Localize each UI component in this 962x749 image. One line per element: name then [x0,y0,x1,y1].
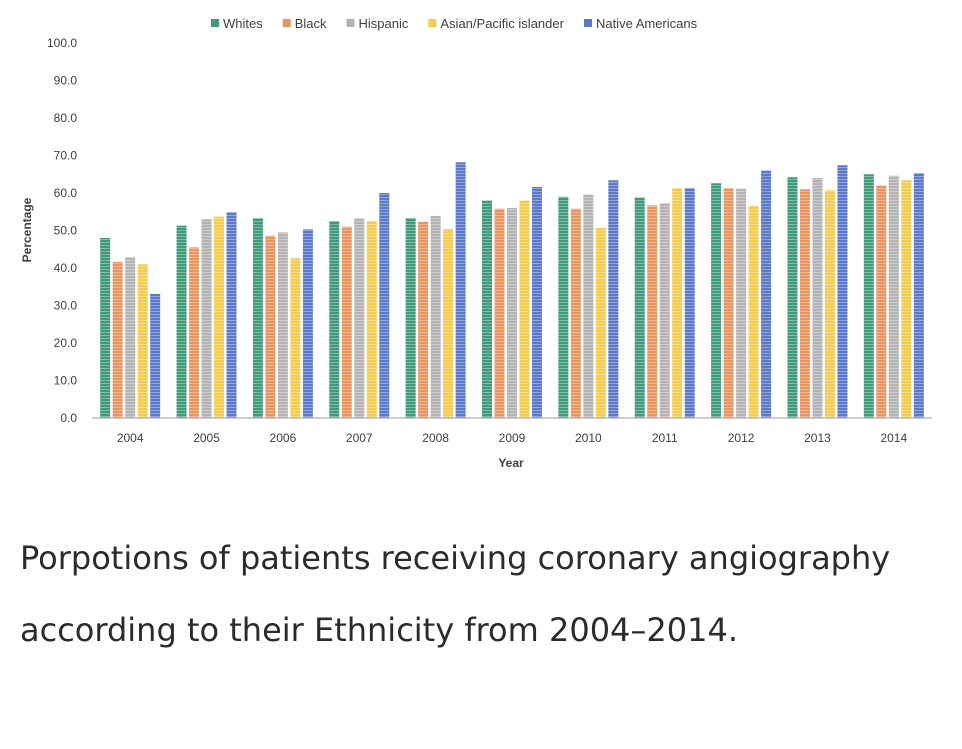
y-tick-label: 20.0 [54,336,78,350]
bar-hispanic-2010 [583,194,594,418]
bar-black-2011 [647,205,658,418]
chart-figure: Whites Black Hispanic Asian/Pacific islande… [20,16,932,470]
legend-swatch-whites [211,19,219,27]
bar-native-americans-2008 [455,162,466,418]
y-tick-label: 60.0 [54,186,78,200]
x-tick-label: 2010 [575,431,602,445]
bar-black-2010 [570,208,581,418]
legend-swatch-native-americans [583,19,592,27]
bar-whites-2004 [100,238,111,418]
bar-black-2012 [723,188,734,418]
bar-whites-2008 [405,218,416,418]
bar-black-2004 [112,262,123,418]
x-tick-label: 2004 [117,431,144,445]
bar-asian-pacific-islander-2004 [137,264,148,418]
bar-native-americans-2004 [150,293,161,418]
bar-asian-pacific-islander-2013 [824,190,835,418]
legend-swatch-hispanic [346,19,355,27]
legend-label-whites: Whites [223,16,263,31]
bar-whites-2012 [711,183,722,418]
bar-native-americans-2010 [608,180,619,418]
bar-asian-pacific-islander-2007 [366,221,377,418]
y-tick-label: 10.0 [54,374,78,388]
bar-black-2009 [494,208,505,418]
bar-asian-pacific-islander-2011 [672,188,683,418]
x-tick-label: 2012 [728,431,755,445]
legend-label-native-americans: Native Americans [596,16,698,31]
bar-whites-2014 [863,174,874,418]
x-tick-label: 2005 [193,431,220,445]
bar-hispanic-2004 [125,257,136,418]
bar-black-2005 [189,247,200,418]
bar-native-americans-2006 [302,229,313,418]
bar-asian-pacific-islander-2010 [595,227,606,418]
bar-native-americans-2007 [379,193,390,418]
bar-native-americans-2014 [913,173,924,418]
bar-asian-pacific-islander-2009 [519,200,530,418]
bar-whites-2007 [329,221,340,418]
x-tick-label: 2013 [804,431,831,445]
bar-black-2007 [341,226,352,418]
y-tick-label: 90.0 [54,74,78,88]
bar-native-americans-2012 [761,170,772,418]
y-tick-label: 100.0 [47,36,77,50]
x-tick-label: 2014 [880,431,907,445]
bar-whites-2013 [787,177,798,418]
y-axis: 0.0 10.0 20.0 30.0 40.0 50.0 60.0 70.0 80.0 90.0 1… [47,36,77,425]
y-tick-label: 80.0 [54,111,78,125]
bar-asian-pacific-islander-2012 [748,205,759,418]
legend-swatch-asian-pacific-islander [428,19,437,27]
bar-hispanic-2005 [201,219,212,418]
y-tick-label: 30.0 [54,299,78,313]
bar-hispanic-2013 [812,178,823,418]
bars [100,162,924,418]
x-tick-label: 2011 [652,431,678,445]
x-axis-title: Year [498,456,524,470]
legend-label-black: Black [295,16,327,31]
bar-native-americans-2009 [532,187,542,418]
bar-black-2006 [265,235,276,418]
bar-hispanic-2012 [736,188,747,418]
x-axis: 2004 2005 2006 2007 2008 2009 2010 2011 2012 2013… [92,417,932,445]
bar-black-2008 [418,221,429,418]
bar-asian-pacific-islander-2005 [214,216,225,418]
bar-native-americans-2005 [226,212,237,418]
figure-caption: Porpotions of patients receiving coronar… [20,539,891,649]
bar-whites-2009 [482,200,492,418]
x-tick-label: 2009 [499,431,526,445]
bar-black-2014 [876,185,887,418]
bar-hispanic-2009 [507,208,517,418]
bar-hispanic-2008 [430,215,441,418]
bar-asian-pacific-islander-2006 [290,258,301,418]
bar-hispanic-2014 [888,175,899,418]
bar-whites-2011 [634,197,645,418]
bar-native-americans-2013 [837,165,848,418]
y-tick-label: 0.0 [60,411,77,425]
y-tick-label: 40.0 [54,261,78,275]
bar-chart: Whites Black Hispanic Asian/Pacific islande… [20,16,932,470]
legend-swatch-black [282,19,291,27]
bar-asian-pacific-islander-2008 [443,229,454,418]
x-tick-label: 2006 [270,431,297,445]
x-tick-label: 2008 [422,431,449,445]
bar-hispanic-2007 [354,218,365,418]
bar-asian-pacific-islander-2014 [901,180,912,418]
bar-whites-2006 [252,218,263,418]
bar-hispanic-2006 [277,232,288,418]
y-tick-label: 50.0 [54,224,78,238]
legend-label-asian-pacific-islander: Asian/Pacific islander [440,16,564,31]
y-axis-title: Percentage [20,197,34,262]
legend-label-hispanic: Hispanic [359,16,409,31]
bar-native-americans-2011 [684,188,695,418]
bar-black-2013 [799,189,810,418]
bar-whites-2005 [176,225,187,418]
y-tick-label: 70.0 [54,149,78,163]
bar-hispanic-2011 [659,203,670,418]
bar-whites-2010 [558,196,569,418]
legend: Whites Black Hispanic Asian/Pacific islande… [211,16,698,31]
x-tick-label: 2007 [346,431,373,445]
